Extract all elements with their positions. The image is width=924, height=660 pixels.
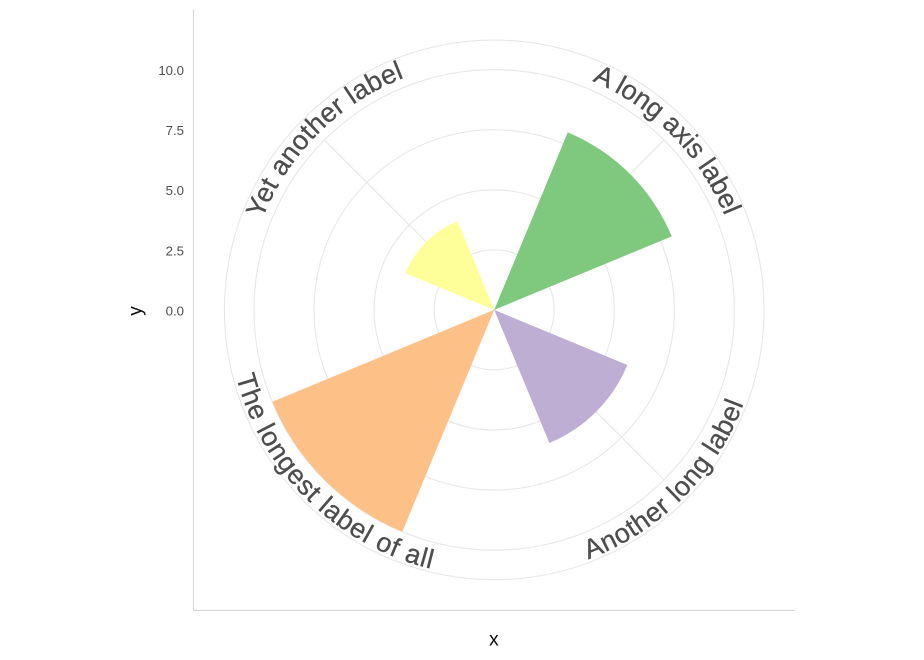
svg-text:2.5: 2.5: [166, 243, 184, 258]
svg-text:7.5: 7.5: [166, 123, 184, 138]
svg-text:x: x: [489, 629, 499, 651]
svg-text:y: y: [126, 306, 147, 316]
svg-text:5.0: 5.0: [166, 183, 184, 198]
svg-text:10.0: 10.0: [158, 63, 184, 78]
svg-text:0.0: 0.0: [166, 303, 184, 318]
